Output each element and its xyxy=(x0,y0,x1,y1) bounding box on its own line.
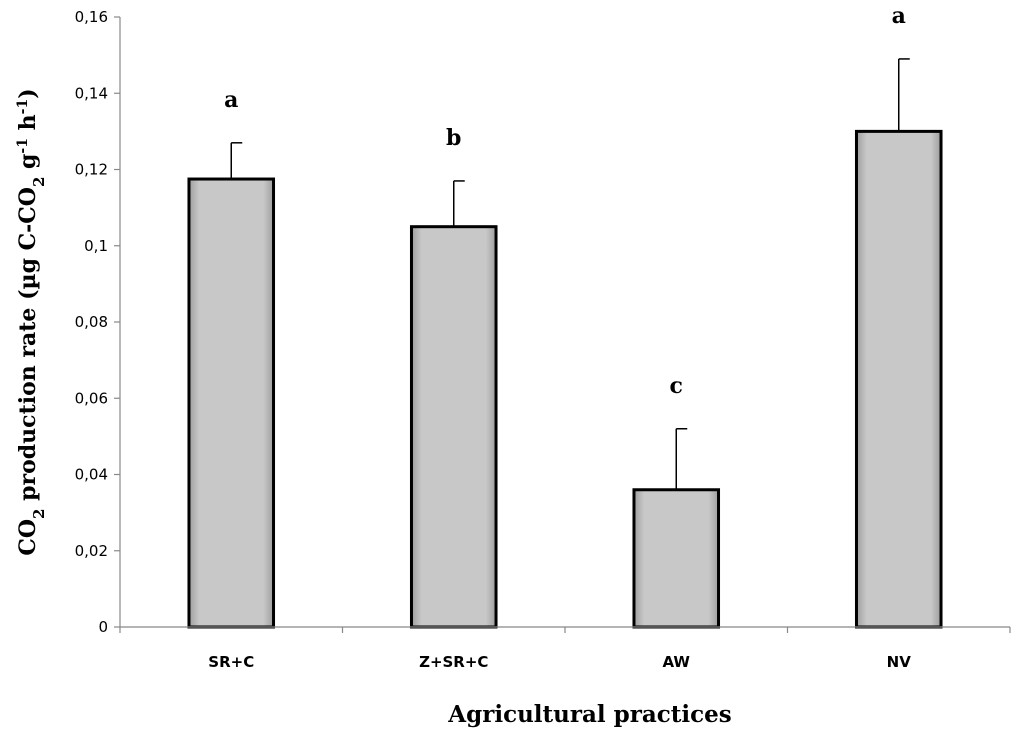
y-tick-label: 0,02 xyxy=(75,542,108,560)
significance-letter-AW: c xyxy=(670,373,683,399)
y-tick-label: 0,12 xyxy=(75,161,108,179)
y-tick-label: 0,14 xyxy=(75,84,108,102)
category-label-SR+C: SR+C xyxy=(208,653,254,671)
y-tick-label: 0 xyxy=(98,618,108,636)
y-tick-label: 0,1 xyxy=(84,237,108,255)
x-axis-ticks xyxy=(119,627,1011,633)
y-tick-label: 0,08 xyxy=(75,313,108,331)
bar-NV xyxy=(854,129,943,629)
y-tick-label: 0,06 xyxy=(75,389,108,407)
bars xyxy=(187,129,943,629)
significance-letter-NV: a xyxy=(892,3,906,29)
y-tick-label: 0,16 xyxy=(75,8,108,26)
y-axis-title: CO2 production rate (µg C-CO2 g-1 h-1) xyxy=(15,88,48,555)
category-label-AW: AW xyxy=(663,653,691,671)
significance-letter-Z+SR+C: b xyxy=(446,125,461,151)
significance-letters: a b c a xyxy=(224,3,906,399)
category-label-NV: NV xyxy=(887,653,912,671)
bar-Z+SR+C xyxy=(409,225,498,629)
y-axis-ticks: 0 0,02 0,04 0,06 0,08 0,1 0,12 0,14 0,16 xyxy=(75,8,120,636)
significance-letter-SR+C: a xyxy=(224,87,238,113)
error-bars xyxy=(230,58,910,490)
category-labels: SR+C Z+SR+C AW NV xyxy=(208,653,911,671)
x-axis-title: Agricultural practices xyxy=(447,701,731,728)
y-tick-label: 0,04 xyxy=(75,466,108,484)
bar-SR+C xyxy=(187,177,276,629)
category-label-Z+SR+C: Z+SR+C xyxy=(419,653,488,671)
bar-AW xyxy=(632,488,721,629)
